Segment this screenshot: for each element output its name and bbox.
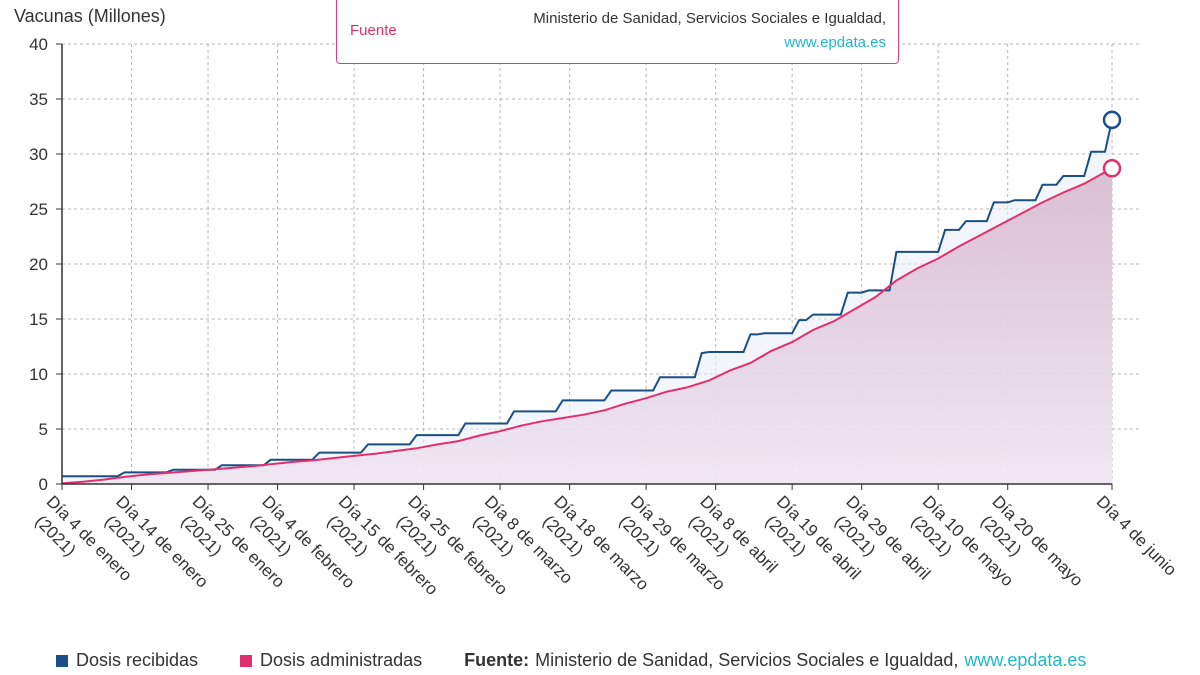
end-marker-administered[interactable] — [1102, 159, 1122, 178]
x-tick-labels: Día 4 de enero(2021) Día 14 de enero(2021… — [31, 484, 1181, 599]
legend-swatch-administered — [240, 654, 253, 667]
legend-label-received: Dosis recibidas — [76, 650, 199, 670]
legend: Dosis recibidas Dosis administradas Fuen… — [56, 650, 1086, 671]
x-tick-label-line1: Día 4 de junio — [1093, 492, 1181, 580]
y-tick-label: 30 — [29, 145, 48, 164]
y-tick-label: 40 — [29, 35, 48, 54]
tooltip-link[interactable]: www.epdata.es — [784, 34, 886, 51]
line-chart: 0 5 10 15 20 25 30 35 40 Día 4 de enero(2021) Día… — [29, 35, 1181, 599]
tooltip-source: Ministerio de Sanidad, Servicios Sociale… — [533, 10, 886, 27]
area-fill — [62, 168, 1112, 485]
end-markers — [1102, 110, 1122, 178]
y-tick-label: 15 — [29, 310, 48, 329]
y-tick-label: 10 — [29, 365, 48, 384]
series-line-received — [62, 119, 1113, 478]
y-tick-label: 0 — [39, 475, 48, 494]
y-tick-label: 35 — [29, 90, 48, 109]
series-line-administered — [61, 167, 1113, 485]
tooltip-label: Fuente — [350, 22, 397, 39]
legend-source-label: Fuente: — [464, 650, 530, 670]
legend-label-administered: Dosis administradas — [260, 650, 423, 670]
legend-item-administered[interactable]: Dosis administradas — [240, 650, 422, 671]
source-tooltip: Fuente Ministerio de Sanidad, Servicios … — [336, 0, 899, 64]
y-axis-title: Vacunas (Millones) — [14, 6, 166, 26]
x-tick-label: Día 8 de abril(2021) — [685, 492, 781, 577]
x-tick-label: Día 4 de junio — [1093, 492, 1181, 580]
y-tick-label: 25 — [29, 200, 48, 219]
legend-source-text: Ministerio de Sanidad, Servicios Sociale… — [535, 650, 959, 670]
y-tick-label: 20 — [29, 255, 48, 274]
end-marker-received[interactable] — [1102, 110, 1122, 130]
legend-source-link[interactable]: www.epdata.es — [964, 650, 1087, 670]
x-tick-label: Día 29 de abril(2021) — [831, 492, 934, 584]
y-tick-label: 5 — [39, 420, 48, 439]
legend-swatch-received — [56, 654, 68, 667]
legend-item-received[interactable]: Dosis recibidas — [56, 650, 198, 671]
y-tick-labels: 0 5 10 15 20 25 30 35 40 — [29, 35, 62, 494]
